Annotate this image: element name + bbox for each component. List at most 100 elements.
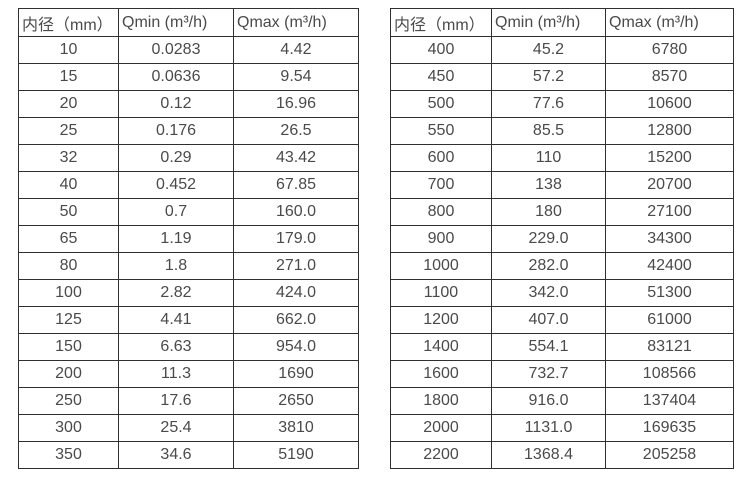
qmax-cell: 424.0 — [233, 279, 359, 307]
table-row: 1200 407.0 61000 — [390, 306, 734, 334]
diameter-cell: 1100 — [390, 279, 492, 307]
table-row: 25 0.176 26.5 — [18, 117, 359, 145]
qmin-cell: 1368.4 — [491, 441, 606, 469]
diameter-cell: 32 — [18, 144, 119, 172]
qmin-cell: 0.452 — [118, 171, 234, 199]
table-row: 600 110 15200 — [390, 144, 734, 172]
diameter-cell: 10 — [18, 36, 119, 64]
qmax-cell: 6780 — [605, 36, 734, 64]
qmax-cell: 1690 — [233, 360, 359, 388]
qmax-cell: 34300 — [605, 225, 734, 253]
qmax-cell: 8570 — [605, 63, 734, 91]
qmin-cell: 342.0 — [491, 279, 606, 307]
qmin-cell: 45.2 — [491, 36, 606, 64]
qmin-cell: 1.8 — [118, 252, 234, 280]
qmin-cell: 0.29 — [118, 144, 234, 172]
diameter-cell: 1800 — [390, 387, 492, 415]
diameter-cell: 1200 — [390, 306, 492, 334]
qmin-cell: 282.0 — [491, 252, 606, 280]
qmin-cell: 732.7 — [491, 360, 606, 388]
qmin-cell: 57.2 — [491, 63, 606, 91]
diameter-cell: 125 — [18, 306, 119, 334]
table-row: 500 77.6 10600 — [390, 90, 734, 118]
table-row: 125 4.41 662.0 — [18, 306, 359, 334]
qmax-cell: 2650 — [233, 387, 359, 415]
diameter-cell: 50 — [18, 198, 119, 226]
diameter-cell: 65 — [18, 225, 119, 253]
qmax-cell: 954.0 — [233, 333, 359, 361]
table-row: 150 6.63 954.0 — [18, 333, 359, 361]
table-row: 1100 342.0 51300 — [390, 279, 734, 307]
table-row: 400 45.2 6780 — [390, 36, 734, 64]
qmax-cell: 15200 — [605, 144, 734, 172]
diameter-cell: 2000 — [390, 414, 492, 442]
table-row: 32 0.29 43.42 — [18, 144, 359, 172]
diameter-cell: 200 — [18, 360, 119, 388]
table-row: 1000 282.0 42400 — [390, 252, 734, 280]
diameter-cell: 500 — [390, 90, 492, 118]
qmin-cell: 916.0 — [491, 387, 606, 415]
qmax-cell: 51300 — [605, 279, 734, 307]
qmax-cell: 205258 — [605, 441, 734, 469]
qmax-cell: 9.54 — [233, 63, 359, 91]
diameter-cell: 80 — [18, 252, 119, 280]
table-row: 15 0.0636 9.54 — [18, 63, 359, 91]
qmax-cell: 43.42 — [233, 144, 359, 172]
qmax-cell: 16.96 — [233, 90, 359, 118]
qmin-cell: 407.0 — [491, 306, 606, 334]
qmin-cell: 180 — [491, 198, 606, 226]
diameter-column-header: 内径（mm） — [18, 8, 119, 37]
table-row: 450 57.2 8570 — [390, 63, 734, 91]
qmin-cell: 0.176 — [118, 117, 234, 145]
table-row: 700 138 20700 — [390, 171, 734, 199]
table-row: 2200 1368.4 205258 — [390, 441, 734, 469]
diameter-cell: 400 — [390, 36, 492, 64]
diameter-cell: 350 — [18, 441, 119, 469]
table-row: 1600 732.7 108566 — [390, 360, 734, 388]
flow-spec-table-large-diameters: 内径（mm） Qmin (m³/h) Qmax (m³/h) 400 45.2 6780 4… — [390, 8, 734, 469]
qmin-cell: 85.5 — [491, 117, 606, 145]
qmin-cell: 77.6 — [491, 90, 606, 118]
table-row: 10 0.0283 4.42 — [18, 36, 359, 64]
table-row: 20 0.12 16.96 — [18, 90, 359, 118]
qmin-cell: 110 — [491, 144, 606, 172]
qmax-cell: 108566 — [605, 360, 734, 388]
qmin-cell: 1131.0 — [491, 414, 606, 442]
flow-spec-table-small-diameters: 内径（mm） Qmin (m³/h) Qmax (m³/h) 10 0.0283 4.42… — [18, 8, 359, 469]
table-row: 1400 554.1 83121 — [390, 333, 734, 361]
diameter-cell: 20 — [18, 90, 119, 118]
qmax-cell: 67.85 — [233, 171, 359, 199]
qmax-cell: 10600 — [605, 90, 734, 118]
qmax-cell: 61000 — [605, 306, 734, 334]
qmax-cell: 179.0 — [233, 225, 359, 253]
qmax-cell: 271.0 — [233, 252, 359, 280]
table-row: 200 11.3 1690 — [18, 360, 359, 388]
table-row: 100 2.82 424.0 — [18, 279, 359, 307]
diameter-cell: 450 — [390, 63, 492, 91]
qmin-cell: 0.7 — [118, 198, 234, 226]
qmin-cell: 11.3 — [118, 360, 234, 388]
qmax-cell: 160.0 — [233, 198, 359, 226]
qmax-cell: 3810 — [233, 414, 359, 442]
qmax-column-header: Qmax (m³/h) — [605, 8, 734, 37]
diameter-cell: 15 — [18, 63, 119, 91]
diameter-cell: 1600 — [390, 360, 492, 388]
table-row: 65 1.19 179.0 — [18, 225, 359, 253]
header-row: 内径（mm） Qmin (m³/h) Qmax (m³/h) — [390, 8, 734, 37]
qmax-cell: 137404 — [605, 387, 734, 415]
table-row: 350 34.6 5190 — [18, 441, 359, 469]
table-row: 40 0.452 67.85 — [18, 171, 359, 199]
qmin-cell: 34.6 — [118, 441, 234, 469]
qmax-cell: 12800 — [605, 117, 734, 145]
table-row: 800 180 27100 — [390, 198, 734, 226]
qmin-column-header: Qmin (m³/h) — [491, 8, 606, 37]
table-row: 80 1.8 271.0 — [18, 252, 359, 280]
diameter-cell: 1400 — [390, 333, 492, 361]
qmin-cell: 0.0636 — [118, 63, 234, 91]
diameter-cell: 900 — [390, 225, 492, 253]
qmin-cell: 4.41 — [118, 306, 234, 334]
qmax-cell: 4.42 — [233, 36, 359, 64]
table-row: 550 85.5 12800 — [390, 117, 734, 145]
diameter-cell: 150 — [18, 333, 119, 361]
qmin-cell: 0.0283 — [118, 36, 234, 64]
